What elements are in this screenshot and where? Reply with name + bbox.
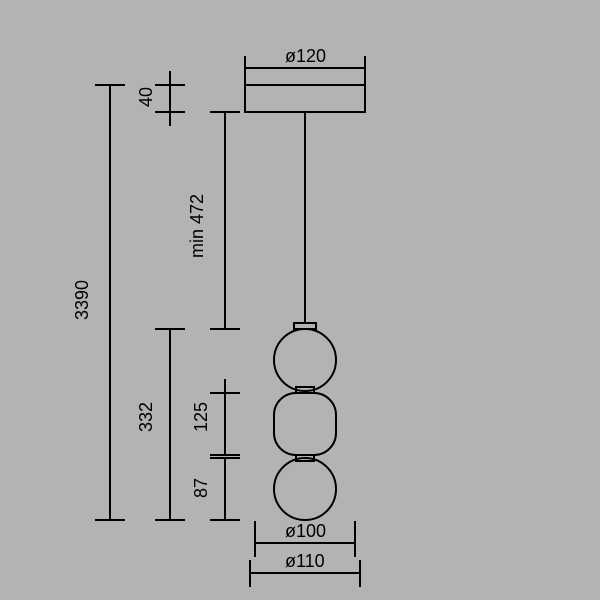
svg-text:40: 40: [136, 87, 156, 107]
svg-text:ø120: ø120: [285, 46, 326, 66]
svg-text:ø110: ø110: [285, 551, 325, 571]
svg-text:332: 332: [136, 402, 156, 432]
svg-text:87: 87: [191, 478, 211, 498]
svg-text:3390: 3390: [72, 280, 92, 320]
svg-text:min 472: min 472: [187, 194, 207, 258]
dimension-drawing: ø120 ø100 ø110 40 3390 min 472 332 125 87: [0, 0, 600, 600]
svg-text:125: 125: [191, 402, 211, 432]
svg-text:ø100: ø100: [285, 521, 326, 541]
